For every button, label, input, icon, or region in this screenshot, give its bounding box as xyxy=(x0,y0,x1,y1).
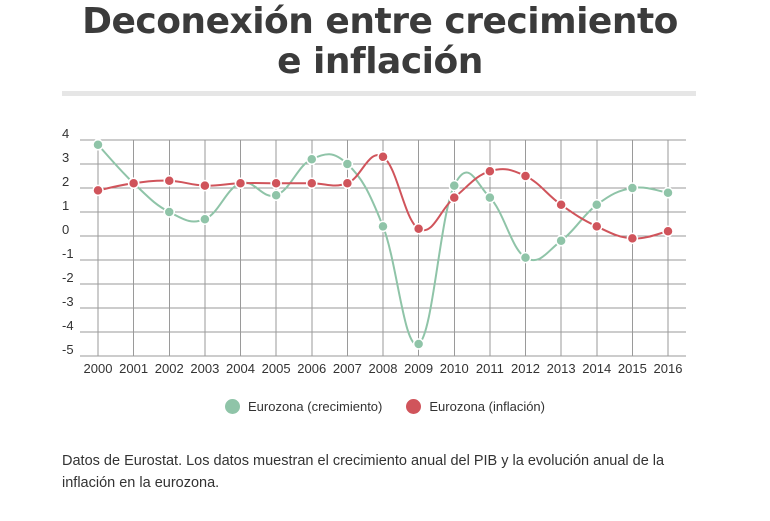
x-tick-label: 2001 xyxy=(119,361,148,376)
grid-lines xyxy=(80,139,686,357)
x-tick-label: 2012 xyxy=(511,361,540,376)
data-point-inflacion[interactable] xyxy=(306,177,318,189)
y-tick-label: 2 xyxy=(62,174,69,189)
x-tick-label: 2015 xyxy=(618,361,647,376)
legend-label-inflacion: Eurozona (inflación) xyxy=(429,399,545,414)
data-point-inflacion[interactable] xyxy=(377,151,389,163)
data-point-inflacion[interactable] xyxy=(127,177,140,189)
chart-title: Deconexión entre crecimiento e inflación xyxy=(82,1,678,82)
data-point-crecimiento[interactable] xyxy=(199,213,211,225)
data-point-inflacion[interactable] xyxy=(626,232,639,245)
legend-item-crecimiento[interactable]: Eurozona (crecimiento) xyxy=(224,399,383,414)
data-point-inflacion[interactable] xyxy=(412,223,425,235)
data-point-crecimiento[interactable] xyxy=(591,199,603,211)
series-points xyxy=(92,139,674,350)
data-point-crecimiento[interactable] xyxy=(306,153,318,165)
x-tick-label: 2006 xyxy=(297,361,326,376)
data-point-crecimiento[interactable] xyxy=(270,189,282,201)
x-tick-label: 2016 xyxy=(654,361,683,376)
data-point-crecimiento[interactable] xyxy=(341,158,354,170)
data-point-crecimiento[interactable] xyxy=(163,206,175,218)
line-chart: 2000 2001 2002 2003 2004 2005 2006 2007 2008 2009… xyxy=(62,126,686,376)
x-tick-label: 2005 xyxy=(262,361,291,376)
data-point-crecimiento[interactable] xyxy=(448,179,460,192)
legend-marker-crecimiento xyxy=(224,399,240,414)
x-axis: 2000 2001 2002 2003 2004 2005 2006 2007 2008 2009… xyxy=(84,361,683,376)
data-point-inflacion[interactable] xyxy=(484,165,496,177)
y-tick-label: -5 xyxy=(62,342,74,357)
data-point-crecimiento[interactable] xyxy=(626,182,639,194)
y-tick-label: 1 xyxy=(62,198,69,213)
data-point-crecimiento[interactable] xyxy=(92,139,104,151)
x-tick-label: 2003 xyxy=(190,361,219,376)
data-point-inflacion[interactable] xyxy=(555,199,567,211)
data-point-crecimiento[interactable] xyxy=(484,191,496,204)
x-tick-label: 2004 xyxy=(226,361,255,376)
legend-item-inflacion[interactable]: Eurozona (inflación) xyxy=(406,399,545,414)
data-point-crecimiento[interactable] xyxy=(412,338,425,350)
x-tick-label: 2011 xyxy=(476,361,504,376)
y-tick-label: 4 xyxy=(62,126,69,141)
x-tick-label: 2013 xyxy=(547,361,576,376)
data-point-inflacion[interactable] xyxy=(270,177,282,189)
legend-marker-inflacion xyxy=(406,399,422,414)
source-note: Datos de Eurostat. Los datos muestran el… xyxy=(62,453,665,491)
data-point-crecimiento[interactable] xyxy=(519,251,532,264)
y-axis: 4 3 2 1 0 -1 -2 -3 -4 -5 xyxy=(62,126,74,357)
y-tick-label: 0 xyxy=(62,222,69,237)
x-tick-label: 2008 xyxy=(369,361,398,376)
data-point-inflacion[interactable] xyxy=(591,220,603,233)
x-tick-label: 2007 xyxy=(333,361,362,376)
y-tick-label: -1 xyxy=(62,246,74,261)
data-point-inflacion[interactable] xyxy=(163,175,175,187)
data-point-inflacion[interactable] xyxy=(519,170,532,182)
data-point-crecimiento[interactable] xyxy=(555,235,567,247)
x-tick-label: 2000 xyxy=(84,361,113,376)
data-point-inflacion[interactable] xyxy=(662,225,674,237)
data-point-crecimiento[interactable] xyxy=(377,220,389,233)
legend: Eurozona (crecimiento) Eurozona (inflaci… xyxy=(0,399,770,414)
y-tick-label: -2 xyxy=(62,270,74,285)
y-tick-label: -3 xyxy=(62,294,74,309)
x-tick-label: 2002 xyxy=(155,361,184,376)
y-tick-label: 3 xyxy=(62,150,69,165)
data-point-crecimiento[interactable] xyxy=(662,187,674,199)
legend-label-crecimiento: Eurozona (crecimiento) xyxy=(247,399,383,414)
data-point-inflacion[interactable] xyxy=(341,177,354,189)
x-tick-label: 2014 xyxy=(582,361,611,376)
data-point-inflacion[interactable] xyxy=(199,179,211,192)
title-divider xyxy=(62,91,696,96)
data-point-inflacion[interactable] xyxy=(92,184,104,197)
data-point-inflacion[interactable] xyxy=(448,191,460,204)
data-point-inflacion[interactable] xyxy=(234,177,247,189)
x-tick-label: 2010 xyxy=(440,361,469,376)
y-tick-label: -4 xyxy=(62,318,74,333)
x-tick-label: 2009 xyxy=(404,361,433,376)
